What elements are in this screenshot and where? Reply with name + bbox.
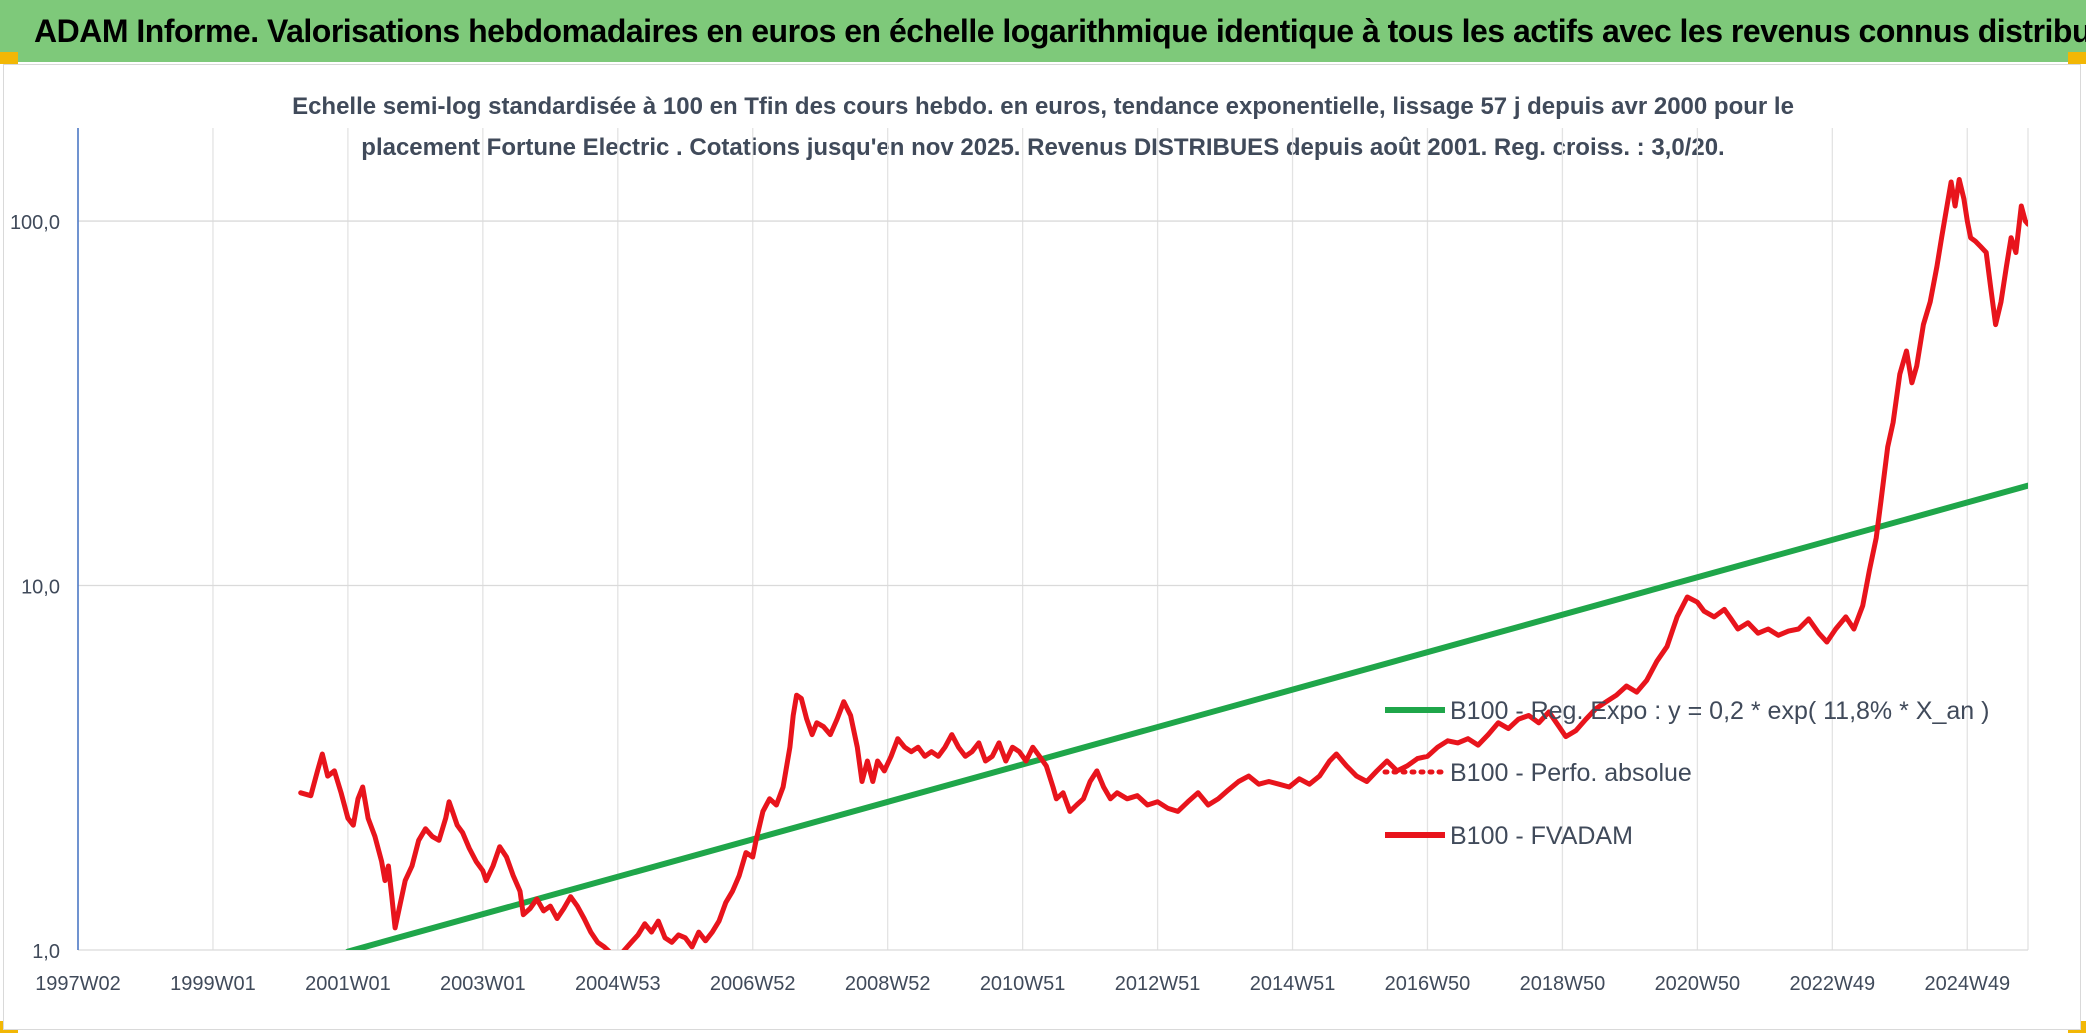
legend: B100 - Reg. Expo : y = 0,2 * exp( 11,8% …	[1382, 697, 1989, 850]
x-tick-label-3: 2003W01	[440, 973, 526, 995]
x-tick-label-12: 2020W50	[1655, 973, 1741, 995]
x-tick-label-14: 2024W49	[1924, 973, 2010, 995]
report-banner: ADAM Informe. Valorisations hebdomadaire…	[0, 0, 2086, 62]
chart-subtitle-line-1: Echelle semi-log standardisée à 100 en T…	[292, 93, 1794, 120]
y-tick-label-2: 100,0	[10, 212, 60, 234]
x-tick-label-1: 1999W01	[170, 973, 256, 995]
chart-subtitle-line-2: placement Fortune Electric . Cotations j…	[361, 134, 1725, 161]
series-lines	[298, 177, 2028, 950]
y-tick-label-1: 10,0	[21, 577, 60, 599]
corner-mark-top-right	[2068, 52, 2086, 64]
x-tick-label-4: 2004W53	[575, 973, 661, 995]
chart-subtitle: Echelle semi-log standardisée à 100 en T…	[0, 86, 2086, 168]
y-tick-label-0: 1,0	[32, 941, 60, 963]
series-line-2	[298, 177, 2028, 950]
corner-mark-top-left	[0, 52, 18, 64]
series-line-0	[345, 482, 2028, 950]
grid-lines	[77, 128, 2029, 951]
x-tick-label-2: 2001W01	[305, 973, 391, 995]
x-tick-label-0: 1997W02	[35, 973, 121, 995]
x-tick-label-6: 2008W52	[845, 973, 931, 995]
chart-frame	[3, 64, 2081, 1030]
x-tick-label-8: 2012W51	[1115, 973, 1201, 995]
x-tick-label-11: 2018W50	[1520, 973, 1606, 995]
x-tick-label-10: 2016W50	[1385, 973, 1471, 995]
legend-label-2: B100 - FVADAM	[1450, 822, 1633, 850]
x-tick-label-7: 2010W51	[980, 973, 1066, 995]
x-tick-label-9: 2014W51	[1250, 973, 1336, 995]
legend-label-0: B100 - Reg. Expo : y = 0,2 * exp( 11,8% …	[1450, 697, 1989, 725]
x-tick-label-5: 2006W52	[710, 973, 796, 995]
x-tick-label-13: 2022W49	[1790, 973, 1876, 995]
axes: 1,0 10,0 100,0 1997W02 1999W01 2001W01 2003W01…	[10, 128, 2010, 995]
legend-label-1: B100 - Perfo. absolue	[1450, 759, 1692, 787]
report-title: ADAM Informe. Valorisations hebdomadaire…	[34, 12, 2086, 49]
